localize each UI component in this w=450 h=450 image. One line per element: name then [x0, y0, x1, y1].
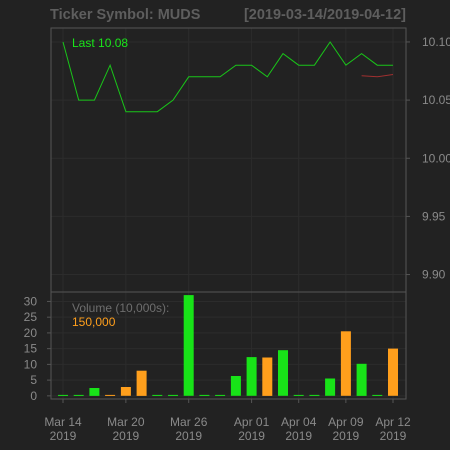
price-y-tick-label: 10.05: [422, 93, 450, 107]
volume-bar: [120, 387, 131, 396]
x-tick-label-date: Mar 20: [107, 415, 145, 429]
price-y-tick-label: 9.90: [422, 268, 446, 282]
x-tick-label-date: Mar 26: [170, 415, 208, 429]
price-y-tick-label: 10.10: [422, 35, 450, 49]
x-tick-label-date: Apr 04: [281, 415, 317, 429]
volume-y-tick-label: 10: [24, 357, 38, 371]
x-tick-label-year: 2019: [50, 429, 77, 443]
x-tick-label-year: 2019: [285, 429, 312, 443]
price-line: [62, 41, 393, 113]
volume-bar: [58, 394, 68, 396]
volume-bar: [340, 331, 351, 396]
volume-bar: [246, 357, 257, 396]
x-tick-label-date: Apr 01: [234, 415, 270, 429]
volume-bar: [278, 350, 288, 396]
volume-y-tick-label: 30: [24, 294, 38, 308]
date-range: [2019-03-14/2019-04-12]: [244, 7, 406, 23]
volume-bar: [388, 348, 398, 396]
volume-bar: [230, 376, 241, 396]
x-tick-label-year: 2019: [113, 429, 140, 443]
volume-bar: [152, 394, 163, 396]
x-tick-label-date: Apr 09: [328, 415, 364, 429]
volume-y-tick-label: 15: [24, 342, 38, 356]
volume-y-tick-label: 5: [30, 373, 37, 387]
x-tick-label-year: 2019: [380, 429, 407, 443]
volume-panel-frame: [50, 291, 407, 400]
volume-bar: [73, 394, 84, 396]
volume-bar: [309, 394, 320, 396]
volume-bar: [262, 357, 273, 396]
volume-y-tick-label: 20: [24, 326, 38, 340]
x-tick-label-date: Apr 12: [375, 415, 411, 429]
moving-average-line: [361, 74, 394, 78]
price-y-tick-label: 10.00: [422, 151, 450, 165]
volume-bar: [199, 394, 210, 396]
volume-bar: [136, 370, 147, 396]
volume-y-tick-label: 25: [24, 310, 38, 324]
volume-y-tick-label: 0: [30, 389, 37, 403]
price-panel: 10.10 10.05 10.00 9.95 9.90 Last 10.08: [50, 27, 450, 293]
chart-title: Ticker Symbol: MUDS: [50, 7, 201, 23]
volume-bar: [168, 394, 178, 396]
volume-bar: [325, 378, 336, 396]
volume-bars: [58, 295, 398, 396]
volume-bar: [356, 363, 367, 396]
volume-bar: [105, 394, 116, 396]
volume-bar: [215, 394, 226, 396]
x-tick-label-year: 2019: [238, 429, 265, 443]
legend-volume-label: Volume (10,000s):: [72, 301, 169, 315]
x-tick-label-date: Mar 14: [44, 415, 82, 429]
volume-bar: [372, 394, 383, 396]
volume-bar: [293, 394, 304, 396]
price-y-axis: 10.10 10.05 10.00 9.95 9.90: [406, 35, 450, 282]
x-tick-label-year: 2019: [175, 429, 202, 443]
legend-volume-value: 150,000: [72, 315, 116, 329]
volume-bar: [183, 295, 194, 396]
price-y-tick-label: 9.95: [422, 209, 446, 223]
x-tick-label-year: 2019: [333, 429, 360, 443]
price-grid: [51, 28, 406, 292]
volume-bar: [89, 388, 100, 396]
legend-last: Last 10.08: [72, 36, 128, 50]
